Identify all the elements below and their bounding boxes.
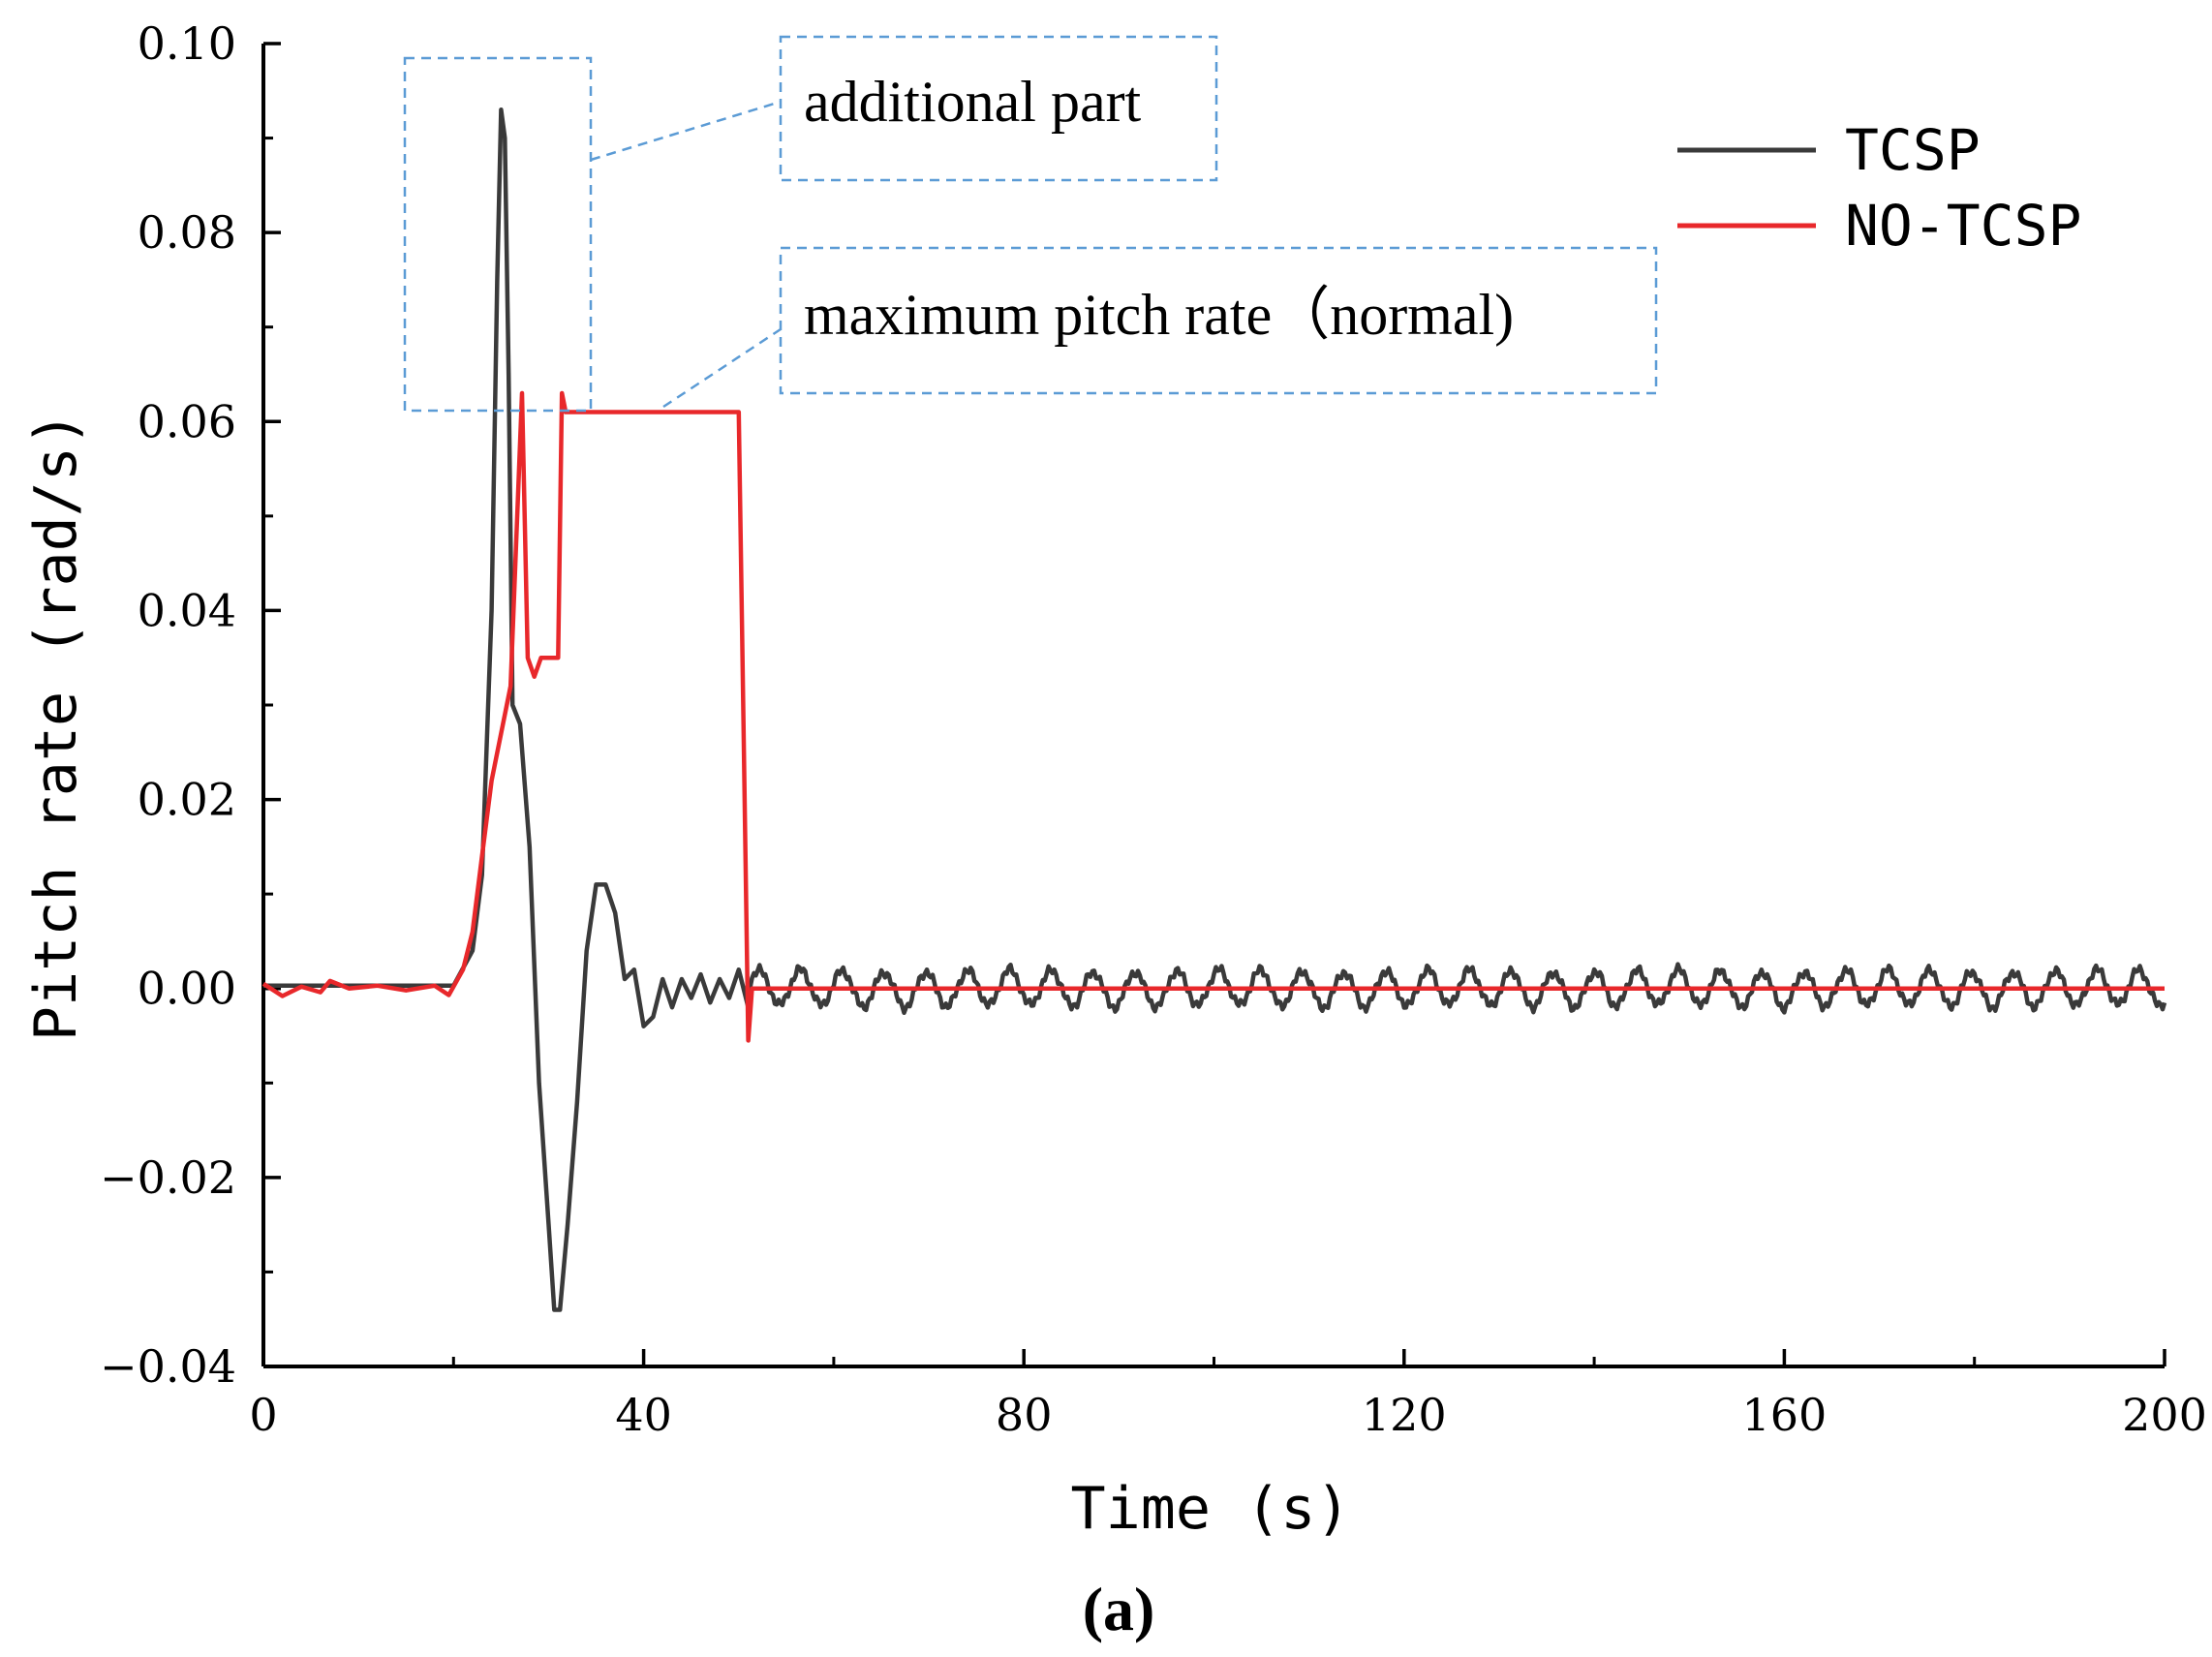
x-tick-label-200: 200 bbox=[2122, 1389, 2207, 1441]
annotation-maximum-pitch-rate: maximum pitch rate（normal) bbox=[662, 246, 1658, 409]
additional-part-highlight-box bbox=[403, 56, 593, 413]
legend: TCSP NO-TCSP bbox=[1677, 117, 2081, 259]
y-tick-label-0_06: 0.06 bbox=[138, 395, 236, 447]
annotation-additional-part: additional part bbox=[403, 35, 1218, 413]
x-tick-label-120: 120 bbox=[1362, 1389, 1447, 1441]
additional-part-label: additional part bbox=[804, 70, 1142, 134]
axes-layer: 0 40 80 120 160 200 −0.04 −0.02 0.00 0.02 0.04 0.06… bbox=[100, 17, 2207, 1441]
y-tick-label-neg0_02: −0.02 bbox=[100, 1151, 236, 1204]
legend-label-tcsp: TCSP bbox=[1845, 117, 1981, 183]
maximum-pitch-rate-label-box bbox=[779, 246, 1658, 395]
x-tick-label-160: 160 bbox=[1741, 1389, 1827, 1441]
y-tick-label-0_1: 0.10 bbox=[138, 17, 236, 70]
y-tick-label-0_04: 0.04 bbox=[138, 584, 236, 636]
y-tick-label-0_08: 0.08 bbox=[138, 206, 236, 259]
series-line-no-tcsp bbox=[261, 390, 2165, 1043]
y-tick-label-0: 0.00 bbox=[138, 963, 236, 1015]
y-tick-label-neg0_04: −0.04 bbox=[100, 1340, 236, 1393]
series-line-tcsp bbox=[263, 107, 2167, 1312]
additional-part-leader-line bbox=[590, 100, 782, 162]
y-axis-title: Pitch rate (rad/s) bbox=[22, 412, 90, 1041]
x-tick-label-80: 80 bbox=[996, 1389, 1053, 1441]
additional-part-label-box bbox=[779, 35, 1218, 182]
y-tick-label-0_02: 0.02 bbox=[138, 774, 236, 826]
maximum-pitch-rate-label: maximum pitch rate（normal) bbox=[804, 283, 1514, 347]
x-tick-label-40: 40 bbox=[615, 1389, 672, 1441]
legend-label-no-tcsp: NO-TCSP bbox=[1845, 193, 2081, 259]
maximum-pitch-rate-leader-line bbox=[662, 327, 782, 409]
x-axis-title: Time (s) bbox=[1071, 1475, 1351, 1543]
figure-caption: (a) bbox=[1083, 1575, 1155, 1643]
x-tick-label-0: 0 bbox=[249, 1389, 277, 1441]
plot-lines-layer bbox=[261, 107, 2167, 1312]
